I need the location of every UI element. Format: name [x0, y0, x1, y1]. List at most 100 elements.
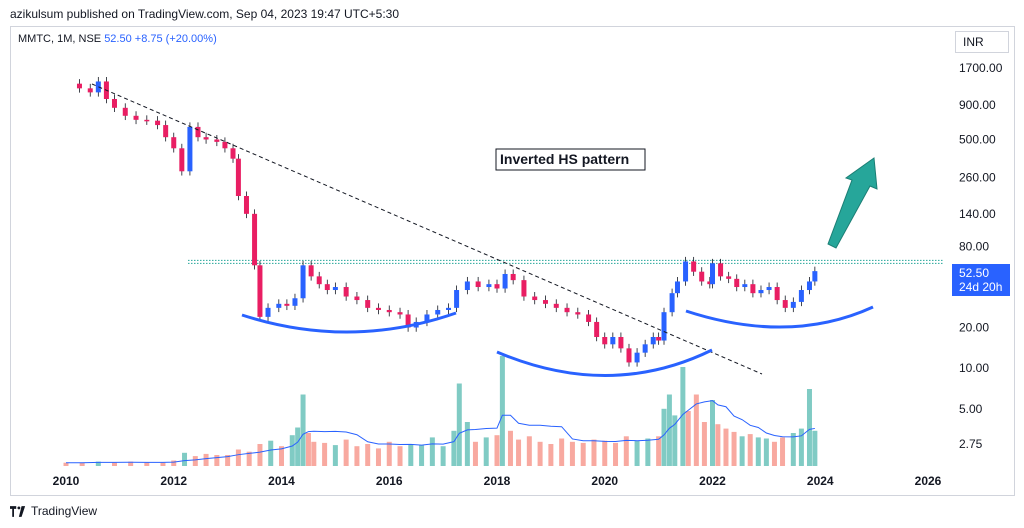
- volume-bar: [472, 441, 478, 466]
- x-tick-label: 2012: [160, 474, 187, 488]
- candle-body: [806, 281, 812, 291]
- candle-body: [222, 141, 228, 149]
- candle-body: [87, 88, 93, 93]
- volume-bar: [666, 394, 672, 466]
- candle-body: [774, 287, 780, 301]
- volume-bar: [559, 438, 565, 466]
- volume-bar: [715, 424, 721, 466]
- candle-body: [179, 148, 185, 172]
- target-arrow: [827, 157, 878, 249]
- candle-body: [316, 276, 322, 285]
- candle-body: [707, 281, 713, 285]
- volume-bar: [354, 446, 360, 466]
- volume-bar: [623, 436, 629, 466]
- candle-body: [76, 83, 82, 89]
- annotation: Inverted HS pattern: [495, 148, 646, 171]
- volume-bar: [507, 430, 513, 466]
- trendline: [91, 83, 763, 375]
- volume-bar: [203, 453, 209, 466]
- volume-bar: [731, 431, 737, 466]
- candle-body: [214, 139, 220, 142]
- candle-body: [726, 276, 732, 279]
- candle-body: [435, 309, 441, 315]
- candle-body: [674, 281, 680, 294]
- candle-body: [195, 126, 201, 138]
- candle-body: [742, 284, 748, 288]
- head-curve: [496, 348, 713, 377]
- x-tick-label: 2014: [268, 474, 295, 488]
- volume-bar: [548, 444, 554, 466]
- price-label-countdown: 24d 20h: [959, 280, 1002, 294]
- candle-body: [669, 293, 675, 313]
- x-tick-label: 2022: [699, 474, 726, 488]
- candle-body: [734, 278, 740, 288]
- pattern-label: Inverted HS pattern: [500, 151, 629, 167]
- candle-body: [510, 273, 516, 281]
- candle-body: [532, 296, 538, 301]
- candle-body: [486, 284, 492, 288]
- vol-tick-label: 2.75: [959, 437, 983, 451]
- volume-bar: [451, 430, 457, 466]
- candle-body: [656, 337, 662, 341]
- vol-tick-label: 5.00: [959, 402, 983, 416]
- volume-bar: [701, 422, 707, 466]
- currency-button[interactable]: INR: [955, 31, 1009, 53]
- volume-bar: [739, 436, 745, 466]
- volume-bar: [790, 433, 796, 466]
- volume-bar: [806, 389, 812, 466]
- volume-bar: [672, 415, 678, 466]
- candle-body: [790, 301, 796, 308]
- candle-body: [502, 273, 508, 289]
- tradingview-logo-icon: [10, 505, 26, 517]
- volume-bar: [516, 439, 522, 466]
- candle-body: [95, 81, 101, 93]
- volume-bar: [332, 445, 338, 466]
- candle-body: [626, 348, 632, 363]
- candle-body: [243, 196, 249, 214]
- volume-bar: [429, 437, 435, 466]
- volume-bar: [311, 441, 317, 466]
- volume-bar: [613, 442, 619, 466]
- volume-bar: [322, 442, 328, 466]
- volume-bar: [483, 437, 489, 466]
- volume-bar: [526, 436, 532, 466]
- candle-body: [683, 261, 689, 282]
- volume-bar: [755, 437, 761, 466]
- candle-body: [602, 337, 608, 345]
- candle-body: [144, 119, 150, 122]
- candle-body: [324, 284, 330, 291]
- volume-bar: [160, 462, 166, 466]
- candle-body: [133, 115, 139, 120]
- candle-body: [650, 337, 656, 345]
- price-label: 52.50 24d 20h: [952, 264, 1010, 296]
- volume-bars: [63, 356, 818, 466]
- volume-bar: [268, 440, 274, 466]
- y-tick-label: 80.00: [959, 240, 989, 254]
- volume-bar: [343, 439, 349, 466]
- volume-bar: [144, 462, 150, 466]
- candle-body: [575, 312, 581, 315]
- candle-body: [230, 148, 236, 159]
- candle-body: [354, 296, 360, 301]
- volume-bar: [257, 444, 263, 466]
- candle-body: [257, 265, 263, 317]
- symbol-legend: MMTC, 1M, NSE 52.50 +8.75 (+20.00%): [18, 33, 217, 45]
- volume-bar: [661, 408, 667, 466]
- volume-bar: [634, 440, 640, 466]
- volume-bar: [111, 462, 117, 466]
- y-tick-label: 500.00: [959, 132, 996, 146]
- volume-bar: [440, 446, 446, 466]
- left-shoulder-curve: [241, 311, 457, 334]
- candle-body: [634, 352, 640, 363]
- volume-bar: [95, 461, 101, 466]
- y-tick-label: 1700.00: [959, 61, 1003, 75]
- publisher-info: azikulsum published on TradingView.com, …: [10, 7, 400, 21]
- volume-bar: [591, 439, 597, 466]
- volume-bar: [798, 428, 804, 466]
- volume-bar: [235, 449, 241, 466]
- volume-bar: [569, 441, 575, 466]
- candle-body: [750, 284, 756, 294]
- volume-bar: [723, 428, 729, 466]
- candle-body: [521, 280, 527, 297]
